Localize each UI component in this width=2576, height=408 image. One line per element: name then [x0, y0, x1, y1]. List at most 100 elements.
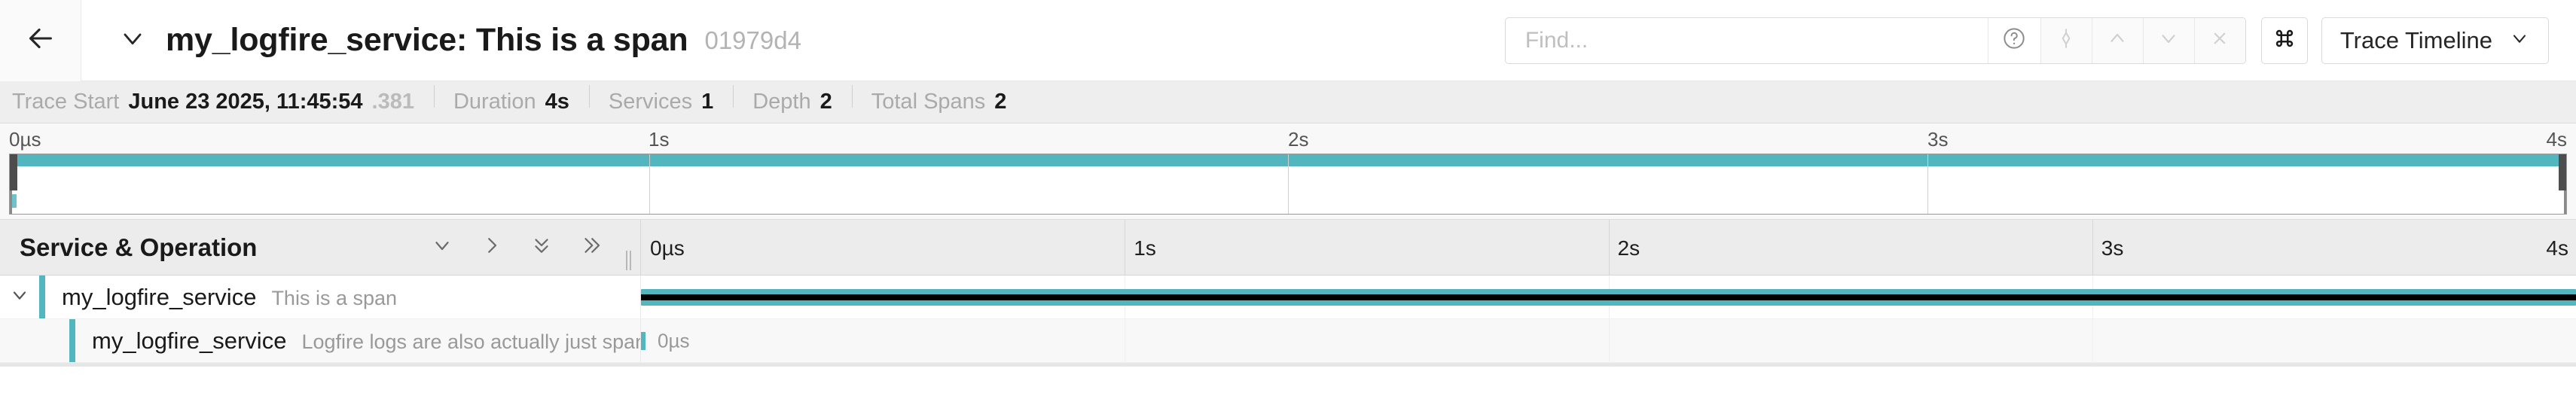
search-help-button[interactable] [1987, 17, 2040, 63]
chevron-down-icon [118, 23, 148, 57]
minimap-gridline [1288, 154, 1289, 214]
timeline-tick-header: 0µs 1s 2s 3s 4s [640, 220, 2576, 275]
trace-minimap[interactable]: 0µs 1s 2s 3s 4s [0, 123, 2576, 220]
span-operation-name: Logfire logs are also actually just span… [301, 330, 640, 353]
trace-title-group: my_logfire_service: This is a span 01979… [81, 21, 1505, 60]
meta-trace-start: Trace Start June 23 2025, 11:45:54 .381 [12, 90, 434, 114]
timeline-column-header: Service & Operation [0, 220, 2576, 276]
chevron-down-icon [2157, 27, 2180, 53]
span-row-timeline-cell[interactable] [640, 276, 2576, 318]
span-row-label-cell[interactable]: my_logfire_service This is a span [0, 276, 640, 318]
meta-label: Services [608, 90, 693, 114]
grip-line [630, 250, 631, 270]
timeline-gridline [1608, 319, 1610, 362]
minimap-gridline [1927, 154, 1928, 214]
double-chevron-down-icon [530, 234, 553, 260]
meta-value: 1 [701, 90, 714, 114]
service-color-bar [39, 276, 45, 318]
chevron-down-icon [2509, 28, 2530, 53]
search-input[interactable] [1505, 17, 1988, 63]
expand-one-button[interactable] [479, 235, 505, 260]
collapse-controls [429, 235, 640, 260]
clear-search-button[interactable] [2193, 17, 2245, 63]
timeline-tick-label: 0µs [650, 236, 685, 260]
search-toolbar: Trace Timeline [1504, 17, 2576, 64]
minimap-edge-right [2564, 190, 2566, 214]
minimap-tick-label: 2s [1288, 128, 1309, 151]
meta-services: Services 1 [588, 85, 733, 114]
command-key-icon [2272, 26, 2297, 55]
service-operation-column-header: Service & Operation [0, 220, 640, 275]
timeline-gridline [1608, 220, 1610, 275]
service-color-bar [69, 319, 75, 362]
span-row-label-cell[interactable]: my_logfire_service Logfire logs are also … [0, 319, 640, 362]
minimap-tick-label: 3s [1927, 128, 1949, 151]
meta-value: 2 [994, 90, 1007, 114]
column-resize-handle[interactable] [626, 250, 631, 270]
meta-label: Trace Start [12, 90, 120, 114]
span-expand-toggle[interactable] [0, 285, 39, 309]
expand-all-button[interactable] [578, 235, 604, 260]
timeline-gridline [2092, 220, 2093, 275]
trace-meta-bar: Trace Start June 23 2025, 11:45:54 .381 … [0, 81, 2576, 123]
minimap-drag-handle-right[interactable] [2559, 154, 2566, 190]
span-service-name: my_logfire_service [62, 283, 257, 310]
meta-label: Total Spans [871, 90, 986, 114]
find-group [1504, 17, 2246, 64]
minimap-gridline [649, 154, 650, 214]
rows-bottom-separator [0, 363, 2576, 367]
timeline-tick-label: 3s [2101, 236, 2124, 260]
minimap-edge-left [10, 190, 12, 214]
view-mode-select[interactable]: Trace Timeline [2321, 17, 2549, 64]
timeline-tick-label: 2s [1617, 236, 1641, 260]
view-mode-label: Trace Timeline [2339, 26, 2492, 53]
span-labels: my_logfire_service This is a span [45, 284, 397, 311]
page-title: my_logfire_service: This is a span [166, 22, 688, 58]
collapse-one-button[interactable] [429, 235, 455, 260]
keyboard-shortcuts-button[interactable] [2260, 17, 2308, 64]
meta-value-ms: .381 [371, 90, 414, 114]
timeline-tick-label: 4s [2546, 236, 2568, 260]
arrow-left-icon [23, 21, 58, 59]
chevron-down-icon [431, 234, 453, 260]
collapse-all-button[interactable] [529, 235, 554, 260]
span-instant-marker[interactable] [641, 331, 646, 350]
span-duration-bar[interactable] [641, 288, 2576, 306]
chevron-down-icon [9, 285, 30, 309]
chevron-up-icon [2106, 27, 2129, 53]
minimap-drag-handle-left[interactable] [10, 154, 17, 190]
trace-id: 01979d4 [704, 26, 801, 54]
next-match-button[interactable] [2142, 17, 2194, 63]
span-duration-label: 0µs [658, 329, 690, 352]
column-title: Service & Operation [20, 233, 258, 261]
span-rows: my_logfire_service This is a span my_logfi… [0, 276, 2576, 363]
minimap-tick-label: 0µs [9, 128, 41, 151]
span-row[interactable]: my_logfire_service This is a span [0, 276, 2576, 319]
span-row-timeline-cell[interactable]: 0µs [640, 319, 2576, 362]
grip-line [626, 250, 627, 270]
question-circle-icon [2002, 26, 2026, 54]
minimap-viewport[interactable] [9, 154, 2567, 215]
span-row[interactable]: my_logfire_service Logfire logs are also … [0, 319, 2576, 363]
minimap-child-span-bar [10, 194, 17, 208]
span-bar-selected-indicator [641, 294, 2576, 300]
focus-diamond-icon [2055, 27, 2077, 53]
meta-value: 4s [545, 90, 569, 114]
chevron-right-icon [481, 234, 503, 260]
meta-value: 2 [819, 90, 832, 114]
focus-match-button[interactable] [2040, 17, 2092, 63]
span-service-name: my_logfire_service [92, 327, 287, 354]
timeline-tick-label: 1s [1134, 236, 1156, 260]
meta-label: Duration [453, 90, 536, 114]
trace-header-bar: my_logfire_service: This is a span 01979… [0, 0, 2576, 81]
title-collapse-toggle[interactable] [113, 21, 152, 60]
minimap-tick-row: 0µs 1s 2s 3s 4s [0, 123, 2576, 154]
meta-depth: Depth 2 [733, 85, 852, 114]
prev-match-button[interactable] [2091, 17, 2143, 63]
meta-value: June 23 2025, 11:45:54 [128, 90, 363, 114]
meta-total-spans: Total Spans 2 [851, 85, 1027, 114]
timeline-gridline [2092, 319, 2093, 362]
double-chevron-right-icon [580, 234, 603, 260]
close-x-icon [2208, 27, 2231, 53]
back-button[interactable] [0, 0, 81, 81]
